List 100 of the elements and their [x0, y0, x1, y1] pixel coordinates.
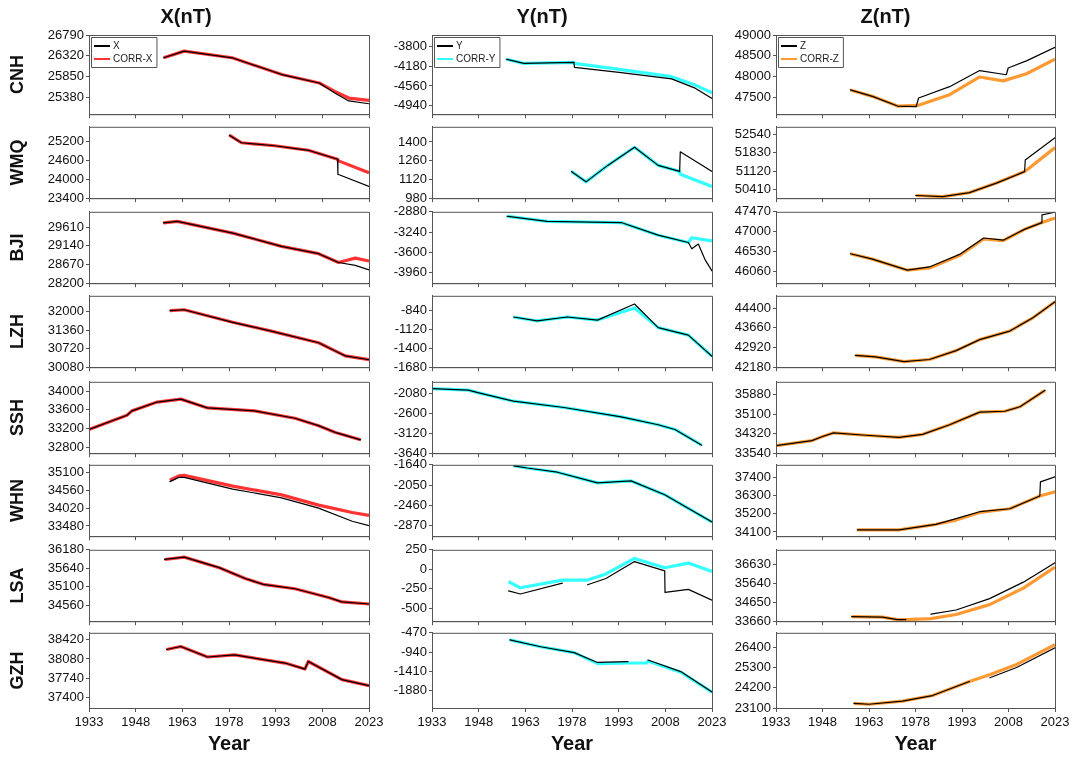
y-axis-title: GZH	[6, 651, 27, 690]
y-tick-label: 48500	[734, 47, 771, 63]
y-tick-label: 38420	[47, 631, 84, 647]
y-tick-label: 51830	[734, 144, 771, 160]
y-tick-label: 37400	[734, 469, 771, 485]
y-tick-label: 32000	[47, 303, 84, 319]
y-tick-label: 34650	[734, 593, 771, 609]
y-tick-label: -470	[400, 624, 427, 640]
y-tick-label: 30720	[47, 340, 84, 356]
x-axis-title: Year	[207, 731, 251, 754]
y-tick-label: -940	[400, 643, 427, 659]
x-tick-label: 1993	[947, 714, 977, 730]
y-tick-label: -3800	[393, 37, 427, 53]
y-tick-label: -500	[400, 599, 427, 615]
y-tick-label: 35100	[734, 405, 771, 421]
y-tick-label: 49000	[734, 26, 771, 42]
y-tick-label: -4940	[393, 97, 427, 113]
y-axis-title: CNH	[6, 55, 27, 95]
y-tick-label: -1880	[393, 682, 427, 698]
y-axis-title: LSA	[6, 567, 27, 604]
y-tick-label: 43660	[734, 319, 771, 335]
x-tick-label: 2008	[307, 714, 337, 730]
y-tick-label: 25380	[47, 88, 84, 104]
x-tick-label: 1963	[167, 714, 197, 730]
y-tick-label: 29610	[47, 218, 84, 234]
y-tick-label: 1400	[398, 133, 427, 149]
y-tick-label: -1410	[393, 662, 427, 678]
legend-label: CORR-X	[113, 52, 153, 64]
y-axis-title: WHN	[6, 479, 27, 522]
y-tick-label: 34100	[734, 523, 771, 539]
y-tick-label: 33660	[734, 612, 771, 628]
y-tick-label: 250	[405, 541, 427, 557]
y-tick-label: 34020	[47, 499, 84, 515]
y-tick-label: 1120	[399, 171, 427, 187]
y-tick-label: 33600	[47, 401, 84, 417]
x-tick-label: 1993	[604, 714, 634, 730]
x-tick-label: 1933	[417, 714, 447, 730]
chart-title: X(nT)	[160, 4, 212, 27]
y-tick-label: -2870	[393, 517, 427, 533]
y-tick-label: 24200	[734, 679, 771, 695]
y-tick-label: 25850	[47, 68, 84, 84]
x-tick-label: 1963	[510, 714, 540, 730]
y-tick-label: 1260	[398, 152, 427, 168]
x-tick-label: 1948	[808, 714, 837, 730]
x-tick-label: 1948	[121, 714, 151, 730]
y-tick-label: 34560	[47, 596, 84, 612]
y-axis-title: BJI	[6, 233, 27, 262]
legend-label: Y	[456, 39, 463, 51]
y-tick-label: -1680	[393, 358, 427, 374]
y-tick-label: -4560	[393, 77, 427, 93]
legend-label: Z	[800, 39, 807, 51]
x-tick-label: 1978	[557, 714, 587, 730]
x-tick-label: 2008	[650, 714, 680, 730]
x-tick-label: 1933	[761, 714, 791, 730]
y-tick-label: 44400	[734, 299, 771, 315]
y-tick-label: 25300	[734, 659, 771, 675]
y-tick-label: 52540	[734, 126, 771, 142]
x-tick-label: 1963	[854, 714, 884, 730]
y-tick-label: 35100	[47, 463, 84, 479]
y-tick-label: 47470	[734, 203, 771, 219]
y-tick-label: 30080	[47, 358, 84, 374]
y-tick-label: -2600	[393, 404, 427, 420]
x-tick-label: 1978	[901, 714, 930, 730]
y-tick-label: 35640	[734, 574, 771, 590]
y-tick-label: 36300	[734, 487, 771, 503]
y-tick-label: 34560	[47, 481, 84, 497]
y-tick-label: -3240	[393, 223, 427, 239]
y-tick-label: -3600	[393, 243, 427, 259]
y-tick-label: 26320	[47, 47, 84, 63]
legend-label: X	[113, 39, 120, 51]
y-tick-label: -4180	[393, 57, 427, 73]
y-tick-label: 46060	[734, 263, 771, 279]
y-tick-label: 24600	[47, 152, 84, 168]
y-tick-label: 23400	[47, 189, 84, 205]
y-tick-label: 35100	[47, 578, 84, 594]
y-tick-label: 38080	[47, 650, 84, 666]
y-tick-label: 48000	[734, 68, 771, 84]
y-axis-title: WMQ	[6, 139, 27, 186]
y-tick-label: 32800	[47, 438, 84, 454]
chart-title: Z(nT)	[860, 4, 911, 27]
y-tick-label: 31360	[47, 321, 84, 337]
x-axis-title: Year	[894, 731, 937, 754]
y-tick-label: 51120	[735, 162, 771, 178]
y-tick-label: 35880	[734, 386, 771, 402]
y-tick-label: 29140	[47, 237, 84, 253]
y-tick-label: 34320	[734, 425, 771, 441]
y-tick-label: 37400	[47, 688, 84, 704]
y-tick-label: 980	[405, 189, 427, 205]
x-tick-label: 1978	[214, 714, 244, 730]
y-tick-label: -2460	[393, 496, 427, 512]
y-tick-label: -1400	[393, 339, 427, 355]
x-tick-label: 2023	[354, 714, 384, 730]
chart-title: Y(nT)	[516, 4, 568, 27]
legend-label: CORR-Z	[800, 52, 839, 64]
y-tick-label: 46530	[734, 243, 771, 259]
y-tick-label: -2080	[393, 384, 427, 400]
y-tick-label: 33200	[47, 420, 84, 436]
y-tick-label: 25200	[47, 133, 84, 149]
y-tick-label: 33480	[47, 517, 84, 533]
x-tick-label: 1933	[74, 714, 104, 730]
